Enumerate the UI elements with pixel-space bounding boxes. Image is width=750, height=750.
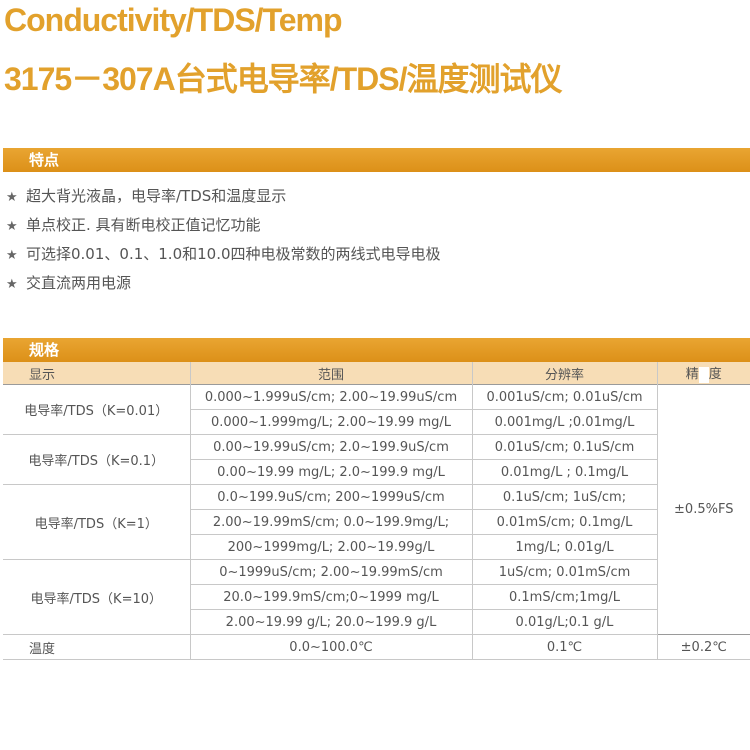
- table-row: 电导率/TDS（K=10） 0~1999uS/cm; 2.00~19.99mS/…: [3, 559, 750, 635]
- range-cell: 20.0~199.9mS/cm;0~1999 mg/L: [189, 584, 473, 610]
- range-cell: 0.00~19.99 mg/L; 2.0~199.9 mg/L: [189, 459, 473, 485]
- feature-item: ★ 交直流两用电源: [6, 272, 131, 293]
- star-icon: ★: [6, 277, 18, 292]
- table-row: 电导率/TDS（K=1） 0.0~199.9uS/cm; 200~1999uS/…: [3, 484, 750, 560]
- range-cell: 0.000~1.999uS/cm; 2.00~19.99uS/cm: [189, 384, 473, 410]
- resolution-cell: 0.01mS/cm; 0.1mg/L: [471, 509, 658, 535]
- table-row: 20.0~199.9mS/cm;0~1999 mg/L 0.1mS/cm;1mg…: [3, 584, 750, 610]
- title-chinese: 3175－307A台式电导率/TDS/温度测试仪: [4, 61, 562, 97]
- display-label: 电导率/TDS（K=0.01）: [3, 384, 191, 435]
- mask-patch: [698, 366, 709, 383]
- range-cell: 0.00~19.99uS/cm; 2.0~199.9uS/cm: [189, 434, 473, 460]
- specs-table: 显示 范围 分辨率 精度 电导率/TDS（K=0.01） 0.000~1.999…: [3, 362, 750, 660]
- table-row: 0.00~19.99 mg/L; 2.0~199.9 mg/L 0.01mg/L…: [3, 459, 750, 485]
- display-label: 电导率/TDS（K=10）: [3, 559, 191, 635]
- range-cell: 2.00~19.99 g/L; 20.0~199.9 g/L: [189, 609, 473, 635]
- display-label: 电导率/TDS（K=1）: [3, 484, 191, 560]
- resolution-cell: 0.1uS/cm; 1uS/cm;: [471, 484, 658, 510]
- feature-item: ★ 单点校正. 具有断电校正值记忆功能: [6, 214, 261, 235]
- table-row: 2.00~19.99 g/L; 20.0~199.9 g/L 0.01g/L;0…: [3, 609, 750, 635]
- feature-item: ★ 可选择0.01、0.1、1.0和10.0四种电极常数的两线式电导电极: [6, 243, 441, 264]
- feature-item: ★ 超大背光液晶，电导率/TDS和温度显示: [6, 185, 286, 206]
- star-icon: ★: [6, 248, 18, 263]
- col-header-accuracy: 精度: [656, 362, 750, 385]
- range-cell: 2.00~19.99mS/cm; 0.0~199.9mg/L;: [189, 509, 473, 535]
- col-header-display: 显示: [3, 362, 191, 385]
- resolution-cell: 0.001uS/cm; 0.01uS/cm: [471, 384, 658, 410]
- col-header-resolution: 分辨率: [471, 362, 658, 385]
- title-english: Conductivity/TDS/Temp: [4, 2, 343, 38]
- star-icon: ★: [6, 219, 18, 234]
- range-cell: 0.0~199.9uS/cm; 200~1999uS/cm: [189, 484, 473, 510]
- resolution-cell: 0.1mS/cm;1mg/L: [471, 584, 658, 610]
- col-header-accuracy-a: 精: [685, 367, 699, 383]
- table-row: 2.00~19.99mS/cm; 0.0~199.9mg/L; 0.01mS/c…: [3, 509, 750, 535]
- resolution-cell: 1uS/cm; 0.01mS/cm: [471, 559, 658, 585]
- feature-text: 交直流两用电源: [26, 274, 132, 292]
- resolution-cell: 0.01mg/L ; 0.1mg/L: [471, 459, 658, 485]
- range-cell: 0.000~1.999mg/L; 2.00~19.99 mg/L: [189, 409, 473, 435]
- table-row: 电导率/TDS（K=0.01） 0.000~1.999uS/cm; 2.00~1…: [3, 384, 750, 635]
- table-header-row: 显示 范围 分辨率 精度: [3, 362, 750, 385]
- specs-heading: 规格: [3, 338, 750, 362]
- resolution-cell: 1mg/L; 0.01g/L: [471, 534, 658, 560]
- feature-text: 超大背光液晶，电导率/TDS和温度显示: [26, 187, 287, 205]
- table-row: 0.000~1.999mg/L; 2.00~19.99 mg/L 0.001mg…: [3, 409, 750, 435]
- display-label: 电导率/TDS（K=0.1）: [3, 434, 191, 485]
- range-cell: 200~1999mg/L; 2.00~19.99g/L: [189, 534, 473, 560]
- feature-text: 单点校正. 具有断电校正值记忆功能: [26, 216, 261, 234]
- display-label: 温度: [3, 634, 191, 660]
- table-row: 电导率/TDS（K=0.1） 0.00~19.99uS/cm; 2.0~199.…: [3, 434, 750, 485]
- accuracy-cell: ±0.5%FS: [656, 384, 750, 635]
- features-heading: 特点: [3, 148, 750, 172]
- table-row: 200~1999mg/L; 2.00~19.99g/L 1mg/L; 0.01g…: [3, 534, 750, 560]
- col-header-range: 范围: [189, 362, 473, 385]
- resolution-cell: 0.01uS/cm; 0.1uS/cm: [471, 434, 658, 460]
- resolution-cell: 0.1℃: [471, 634, 658, 660]
- range-cell: 0~1999uS/cm; 2.00~19.99mS/cm: [189, 559, 473, 585]
- col-header-accuracy-b: 度: [708, 367, 722, 383]
- range-cell: 0.0~100.0℃: [189, 634, 473, 660]
- resolution-cell: 0.01g/L;0.1 g/L: [471, 609, 658, 635]
- table-row-temperature: 温度 0.0~100.0℃ 0.1℃ ±0.2℃: [3, 634, 750, 660]
- resolution-cell: 0.001mg/L ;0.01mg/L: [471, 409, 658, 435]
- feature-text: 可选择0.01、0.1、1.0和10.0四种电极常数的两线式电导电极: [26, 245, 441, 263]
- accuracy-cell: ±0.2℃: [656, 634, 750, 660]
- star-icon: ★: [6, 190, 18, 205]
